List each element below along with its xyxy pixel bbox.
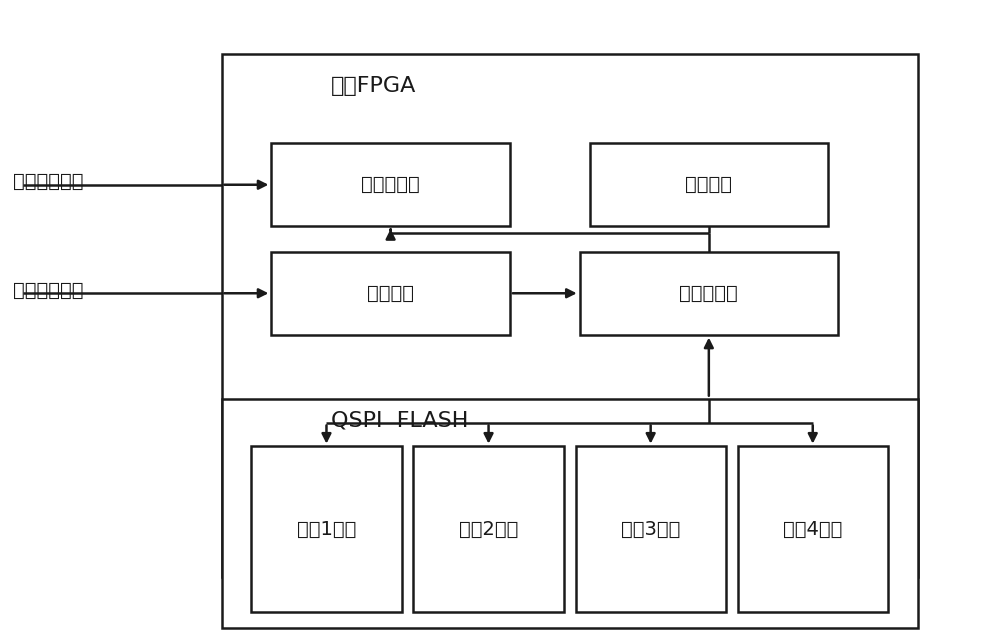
- Text: 系统主控: 系统主控: [367, 284, 414, 303]
- Text: 重配置控制: 重配置控制: [679, 284, 738, 303]
- Bar: [576, 446, 726, 612]
- Bar: [251, 446, 402, 612]
- Bar: [271, 143, 510, 226]
- Text: 接口4程序: 接口4程序: [783, 520, 842, 539]
- Text: 可配置接口: 可配置接口: [361, 175, 420, 194]
- Text: 其它模块: 其它模块: [685, 175, 732, 194]
- Bar: [580, 252, 838, 335]
- Text: 外部数据接口: 外部数据接口: [13, 172, 83, 191]
- Bar: [738, 446, 888, 612]
- Text: 接口2程序: 接口2程序: [459, 520, 518, 539]
- Bar: [413, 446, 564, 612]
- Bar: [590, 143, 828, 226]
- Text: QSPI  FLASH: QSPI FLASH: [331, 411, 468, 431]
- Bar: [222, 54, 918, 578]
- Text: 外部控制接口: 外部控制接口: [13, 281, 83, 299]
- Bar: [222, 399, 918, 629]
- Text: 第一FPGA: 第一FPGA: [331, 76, 416, 96]
- Text: 接口3程序: 接口3程序: [621, 520, 680, 539]
- Text: 接口1程序: 接口1程序: [297, 520, 356, 539]
- Bar: [271, 252, 510, 335]
